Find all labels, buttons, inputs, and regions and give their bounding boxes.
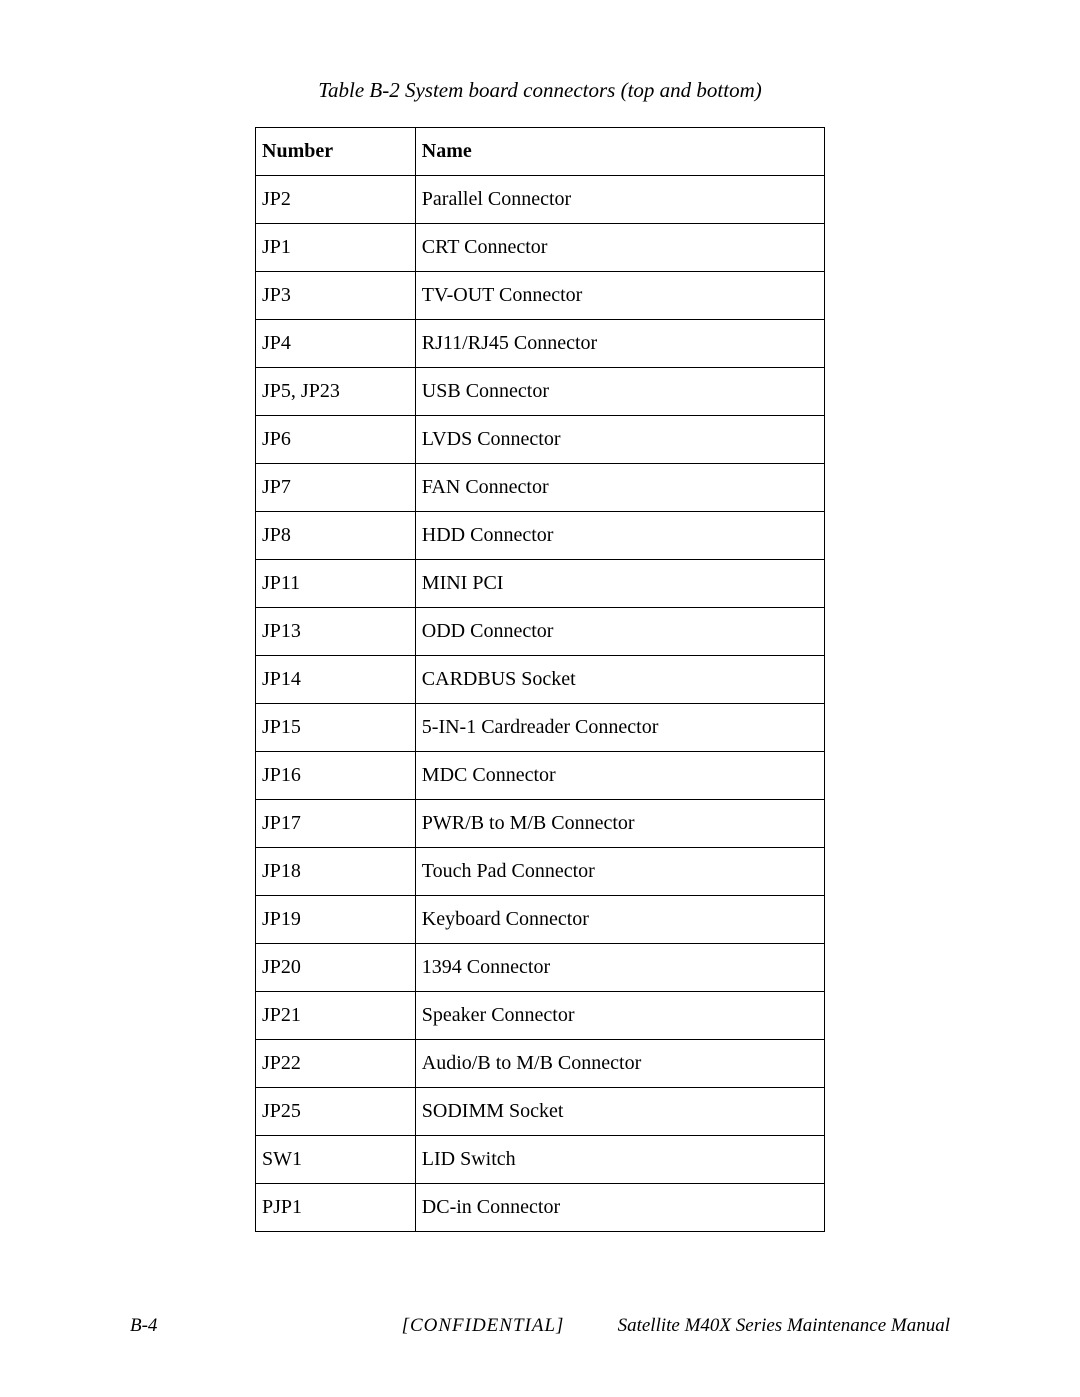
cell-number: JP2 xyxy=(256,176,416,224)
table-row: JP21Speaker Connector xyxy=(256,992,825,1040)
table-row: JP22Audio/B to M/B Connector xyxy=(256,1040,825,1088)
cell-name: RJ11/RJ45 Connector xyxy=(415,320,824,368)
table-row: JP16MDC Connector xyxy=(256,752,825,800)
table-row: JP18Touch Pad Connector xyxy=(256,848,825,896)
table-row: JP8HDD Connector xyxy=(256,512,825,560)
cell-number: JP14 xyxy=(256,656,416,704)
cell-number: JP22 xyxy=(256,1040,416,1088)
cell-name: Parallel Connector xyxy=(415,176,824,224)
cell-number: JP4 xyxy=(256,320,416,368)
cell-number: JP6 xyxy=(256,416,416,464)
cell-name: FAN Connector xyxy=(415,464,824,512)
cell-number: JP21 xyxy=(256,992,416,1040)
cell-number: JP16 xyxy=(256,752,416,800)
table-caption: Table B-2 System board connectors (top a… xyxy=(130,78,950,103)
table-row: JP19Keyboard Connector xyxy=(256,896,825,944)
table-row: JP155-IN-1 Cardreader Connector xyxy=(256,704,825,752)
cell-name: TV-OUT Connector xyxy=(415,272,824,320)
cell-name: SODIMM Socket xyxy=(415,1088,824,1136)
cell-name: ODD Connector xyxy=(415,608,824,656)
cell-number: JP18 xyxy=(256,848,416,896)
footer-page-number: B-4 xyxy=(130,1315,157,1337)
cell-number: JP3 xyxy=(256,272,416,320)
cell-name: MDC Connector xyxy=(415,752,824,800)
cell-number: JP11 xyxy=(256,560,416,608)
table-row: PJP1DC-in Connector xyxy=(256,1184,825,1232)
document-page: Table B-2 System board connectors (top a… xyxy=(0,0,1080,1232)
table-row: JP6LVDS Connector xyxy=(256,416,825,464)
table-row: JP17PWR/B to M/B Connector xyxy=(256,800,825,848)
cell-name: Keyboard Connector xyxy=(415,896,824,944)
column-header-number: Number xyxy=(256,128,416,176)
footer-manual-title: Satellite M40X Series Maintenance Manual xyxy=(618,1315,950,1337)
cell-name: PWR/B to M/B Connector xyxy=(415,800,824,848)
cell-name: 1394 Connector xyxy=(415,944,824,992)
cell-name: LID Switch xyxy=(415,1136,824,1184)
cell-number: JP13 xyxy=(256,608,416,656)
cell-name: Touch Pad Connector xyxy=(415,848,824,896)
cell-number: JP1 xyxy=(256,224,416,272)
cell-name: HDD Connector xyxy=(415,512,824,560)
footer-confidential: [CONFIDENTIAL] xyxy=(402,1315,565,1337)
cell-number: JP19 xyxy=(256,896,416,944)
table-row: JP201394 Connector xyxy=(256,944,825,992)
cell-name: Audio/B to M/B Connector xyxy=(415,1040,824,1088)
table-row: JP4RJ11/RJ45 Connector xyxy=(256,320,825,368)
cell-number: JP8 xyxy=(256,512,416,560)
table-row: JP3TV-OUT Connector xyxy=(256,272,825,320)
table-row: JP25SODIMM Socket xyxy=(256,1088,825,1136)
connectors-table: Number Name JP2Parallel ConnectorJP1CRT … xyxy=(255,127,825,1232)
table-row: JP5, JP23USB Connector xyxy=(256,368,825,416)
table-row: JP11MINI PCI xyxy=(256,560,825,608)
cell-name: Speaker Connector xyxy=(415,992,824,1040)
cell-name: 5-IN-1 Cardreader Connector xyxy=(415,704,824,752)
table-row: JP13ODD Connector xyxy=(256,608,825,656)
cell-number: JP17 xyxy=(256,800,416,848)
cell-name: USB Connector xyxy=(415,368,824,416)
cell-number: JP15 xyxy=(256,704,416,752)
table-row: JP2Parallel Connector xyxy=(256,176,825,224)
column-header-name: Name xyxy=(415,128,824,176)
cell-name: CARDBUS Socket xyxy=(415,656,824,704)
cell-number: JP25 xyxy=(256,1088,416,1136)
table-row: JP7FAN Connector xyxy=(256,464,825,512)
cell-name: DC-in Connector xyxy=(415,1184,824,1232)
cell-number: PJP1 xyxy=(256,1184,416,1232)
table-header-row: Number Name xyxy=(256,128,825,176)
cell-name: CRT Connector xyxy=(415,224,824,272)
cell-name: MINI PCI xyxy=(415,560,824,608)
cell-number: JP5, JP23 xyxy=(256,368,416,416)
table-row: JP14CARDBUS Socket xyxy=(256,656,825,704)
page-footer: B-4 [CONFIDENTIAL] Satellite M40X Series… xyxy=(0,1315,1080,1337)
table-row: SW1LID Switch xyxy=(256,1136,825,1184)
cell-number: JP7 xyxy=(256,464,416,512)
cell-number: SW1 xyxy=(256,1136,416,1184)
table-row: JP1CRT Connector xyxy=(256,224,825,272)
cell-number: JP20 xyxy=(256,944,416,992)
cell-name: LVDS Connector xyxy=(415,416,824,464)
